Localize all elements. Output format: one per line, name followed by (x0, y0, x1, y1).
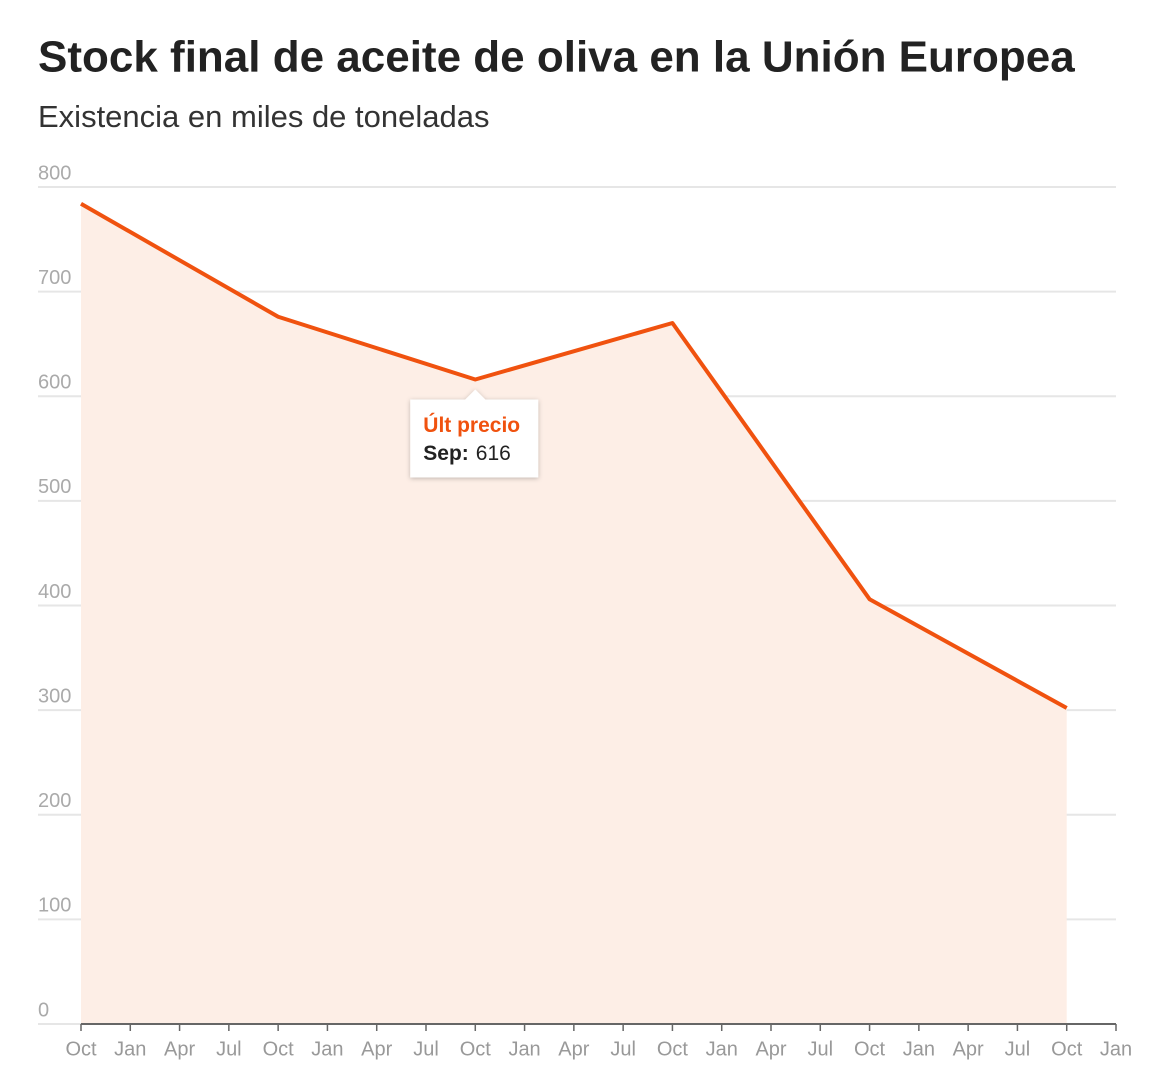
x-tick-label: Jan (706, 1038, 738, 1060)
tooltip-box (410, 389, 539, 478)
x-tick-label: Apr (953, 1038, 984, 1060)
tooltip-title: Últ precio (423, 413, 520, 437)
area (81, 203, 1067, 1025)
x-tick-label: Oct (854, 1038, 886, 1060)
tooltip-label: Sep: (423, 442, 469, 465)
y-tick-label: 400 (38, 581, 71, 603)
x-tick-label: Oct (1051, 1038, 1083, 1060)
x-tick-label: Jan (114, 1038, 146, 1060)
x-tick-label: Jul (610, 1038, 636, 1060)
x-tick-label: Jul (413, 1038, 439, 1060)
y-tick-label: 700 (38, 267, 71, 289)
chart-subtitle: Existencia en miles de toneladas (38, 99, 489, 134)
x-tick-label: Oct (263, 1038, 295, 1060)
y-tick-label: 100 (38, 895, 71, 917)
x-tick-label: Apr (558, 1038, 589, 1060)
x-tick-label: Oct (65, 1038, 97, 1060)
y-tick-label: 0 (38, 999, 49, 1021)
chart-title: Stock final de aceite de oliva en la Uni… (38, 33, 1075, 82)
x-tick-label: Jan (311, 1038, 343, 1060)
tooltip-value: 616 (476, 442, 511, 465)
x-tick-label: Jul (807, 1038, 833, 1060)
x-tick-label: Jul (216, 1038, 242, 1060)
x-tick-label: Oct (460, 1038, 492, 1060)
y-tick-label: 300 (38, 685, 71, 707)
y-tick-label: 200 (38, 790, 71, 812)
x-tick-label: Jul (1005, 1038, 1031, 1060)
y-tick-label: 600 (38, 372, 71, 394)
x-tick-label: Apr (164, 1038, 195, 1060)
x-tick-label: Jan (508, 1038, 540, 1060)
line (80, 202, 1068, 710)
y-tick-label: 800 (38, 162, 71, 184)
x-tick-label: Apr (361, 1038, 392, 1060)
x-tick-label: Oct (657, 1038, 689, 1060)
x-tick-label: Apr (755, 1038, 786, 1060)
x-tick-label: Jan (1100, 1038, 1132, 1060)
y-tick-label: 500 (38, 476, 71, 498)
x-tick-label: Jan (903, 1038, 935, 1060)
tooltip: Últ precio Sep: 616 (410, 389, 539, 478)
